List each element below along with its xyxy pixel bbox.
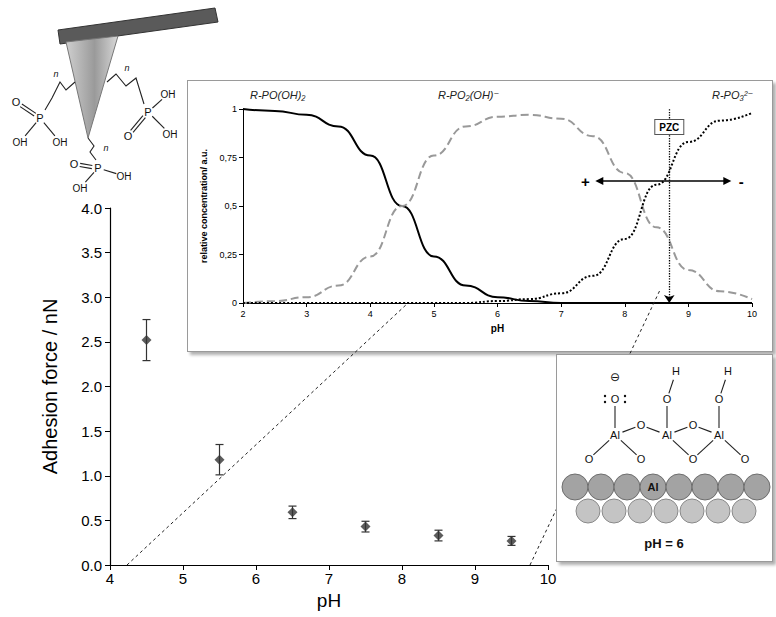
svg-text:pH: pH xyxy=(491,323,504,334)
svg-text:4.0: 4.0 xyxy=(81,200,102,217)
svg-text:2.5: 2.5 xyxy=(81,333,102,350)
svg-text:O: O xyxy=(585,453,594,465)
svg-text:H: H xyxy=(672,365,680,377)
svg-text:6: 6 xyxy=(495,309,500,319)
svg-text:3.5: 3.5 xyxy=(81,244,102,261)
svg-text:4: 4 xyxy=(106,570,114,587)
svg-text:O: O xyxy=(12,96,21,108)
svg-text:O: O xyxy=(689,419,698,431)
svg-text:8: 8 xyxy=(622,309,627,319)
svg-text:n: n xyxy=(53,69,58,79)
svg-text:PZC: PZC xyxy=(659,122,679,133)
svg-text:2: 2 xyxy=(240,309,245,319)
svg-text:P: P xyxy=(94,162,101,174)
svg-text:OH: OH xyxy=(13,137,28,148)
svg-text:9: 9 xyxy=(686,309,691,319)
svg-text:n: n xyxy=(124,63,129,73)
svg-text:Al: Al xyxy=(648,481,659,493)
svg-text:⊖: ⊖ xyxy=(610,370,620,384)
svg-text:0,5: 0,5 xyxy=(224,201,237,211)
svg-text:0,75: 0,75 xyxy=(219,153,237,163)
svg-text:OH: OH xyxy=(163,129,178,140)
svg-text:9: 9 xyxy=(471,570,479,587)
svg-text:O: O xyxy=(637,419,646,431)
svg-text:Al: Al xyxy=(662,429,672,441)
svg-text:O: O xyxy=(689,453,698,465)
svg-text:Adhesion force / nN: Adhesion force / nN xyxy=(39,299,61,475)
svg-text:R-PO(OH)₂: R-PO(OH)₂ xyxy=(250,89,306,101)
svg-text:10: 10 xyxy=(747,309,757,319)
svg-text:pH = 6: pH = 6 xyxy=(644,536,683,551)
svg-text:0,25: 0,25 xyxy=(219,250,237,260)
svg-text:OH: OH xyxy=(53,137,68,148)
svg-text:0.0: 0.0 xyxy=(81,557,102,574)
svg-text:Al: Al xyxy=(714,429,724,441)
svg-text:n: n xyxy=(103,143,108,153)
svg-text:5: 5 xyxy=(179,570,187,587)
svg-text:-: - xyxy=(739,173,744,190)
svg-text:1: 1 xyxy=(232,104,237,114)
svg-text:H: H xyxy=(724,365,732,377)
svg-text:0.5: 0.5 xyxy=(81,512,102,529)
svg-text:O: O xyxy=(663,393,672,405)
svg-text:R-PO₂(OH)⁻: R-PO₂(OH)⁻ xyxy=(438,89,500,101)
svg-text:7: 7 xyxy=(559,309,564,319)
svg-text:P: P xyxy=(144,106,151,118)
svg-text:Al: Al xyxy=(610,429,620,441)
svg-text:R-PO₃²⁻: R-PO₃²⁻ xyxy=(712,89,754,101)
svg-text:+: + xyxy=(581,173,590,190)
svg-text:OH: OH xyxy=(73,183,88,194)
svg-text:1.0: 1.0 xyxy=(81,467,102,484)
svg-text:1.5: 1.5 xyxy=(81,423,102,440)
svg-text:6: 6 xyxy=(252,570,260,587)
svg-text:P: P xyxy=(36,112,43,124)
svg-text:O: O xyxy=(741,453,750,465)
svg-text:OH: OH xyxy=(161,89,176,100)
svg-text:relative concentration/ a.u.: relative concentration/ a.u. xyxy=(199,149,209,263)
svg-text:2.0: 2.0 xyxy=(81,378,102,395)
svg-text:7: 7 xyxy=(325,570,333,587)
svg-text:4: 4 xyxy=(368,309,373,319)
svg-text:O: O xyxy=(637,453,646,465)
svg-text:O: O xyxy=(715,393,724,405)
svg-text:5: 5 xyxy=(431,309,436,319)
svg-text:0: 0 xyxy=(232,298,237,308)
svg-text:pH: pH xyxy=(317,590,341,611)
svg-text:3: 3 xyxy=(304,309,309,319)
svg-text:8: 8 xyxy=(398,570,406,587)
svg-text:OH: OH xyxy=(117,171,132,182)
svg-text:O: O xyxy=(611,393,620,405)
svg-text:O: O xyxy=(124,130,133,142)
svg-text:O: O xyxy=(70,158,79,170)
svg-text:10: 10 xyxy=(540,570,557,587)
svg-text:3.0: 3.0 xyxy=(81,289,102,306)
